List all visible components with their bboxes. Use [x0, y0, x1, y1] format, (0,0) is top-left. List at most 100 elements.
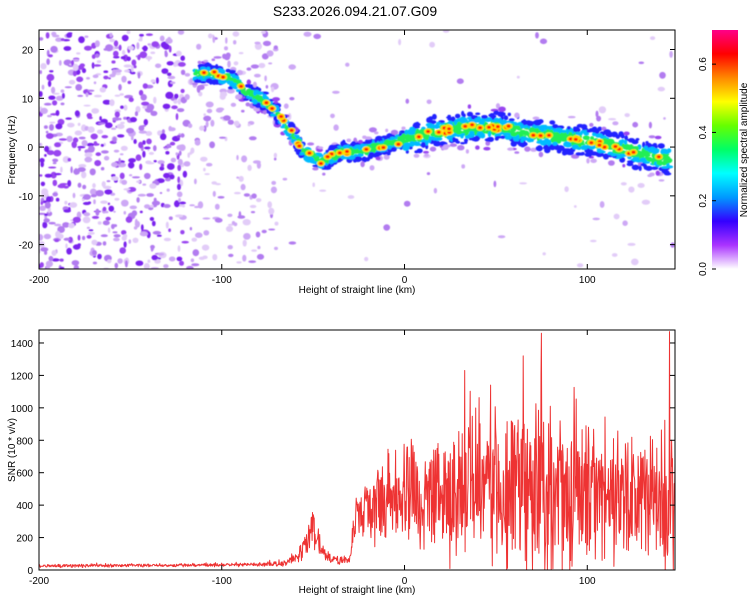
- ridge-speck: [515, 135, 520, 142]
- colorbar-tick-label: 0.2: [698, 193, 709, 207]
- noise-speck: [267, 201, 273, 209]
- noise-speck: [135, 154, 142, 161]
- ridge-speck: [589, 122, 594, 127]
- ridge-speck: [404, 129, 408, 135]
- noise-speck: [165, 221, 169, 229]
- noise-speck: [219, 93, 226, 100]
- spectrogram-x-tick-label: -100: [212, 275, 232, 286]
- ridge-speck: [254, 102, 262, 109]
- noise-speck: [270, 186, 277, 194]
- spectrogram-y-tick-label: -10: [19, 192, 34, 203]
- noise-speck: [142, 150, 146, 158]
- noise-speck: [39, 174, 43, 177]
- ridge-speck: [460, 134, 464, 139]
- noise-speck: [237, 215, 246, 219]
- noise-speck: [46, 58, 50, 65]
- ridge-speck: [413, 122, 421, 127]
- noise-speck: [178, 198, 181, 203]
- noise-speck: [85, 92, 89, 98]
- ridge-speck: [468, 137, 474, 141]
- noise-speck: [210, 119, 215, 127]
- noise-speck: [84, 45, 92, 51]
- ridge-speck: [314, 158, 321, 162]
- ridge-speck: [256, 91, 262, 95]
- ridge-speck: [252, 99, 258, 105]
- noise-speck: [112, 69, 117, 77]
- noise-speck: [121, 75, 127, 83]
- noise-speck: [180, 133, 185, 138]
- noise-speck: [161, 68, 169, 74]
- noise-speck: [130, 65, 134, 73]
- noise-speck: [146, 193, 154, 197]
- ridge-speck: [328, 159, 335, 164]
- ridge-speck: [375, 156, 381, 161]
- noise-speck: [123, 188, 131, 191]
- noise-speck: [63, 237, 71, 241]
- noise-speck: [109, 99, 115, 107]
- noise-speck: [234, 191, 241, 195]
- noise-speck: [121, 50, 126, 55]
- noise-speck: [40, 161, 44, 168]
- noise-speck: [139, 33, 144, 37]
- ridge-speck: [379, 140, 384, 144]
- ridge-speck: [197, 60, 202, 65]
- noise-speck: [398, 38, 402, 46]
- ridge-speck: [368, 151, 375, 158]
- noise-speck: [78, 147, 81, 151]
- ridge-speck: [428, 120, 437, 125]
- ridge-speck: [652, 143, 658, 147]
- ridge-speck: [191, 82, 198, 86]
- ridge-speck: [197, 84, 205, 90]
- noise-speck: [155, 63, 162, 69]
- noise-speck: [133, 139, 137, 144]
- noise-speck: [55, 37, 63, 42]
- ridge-speck: [483, 146, 491, 151]
- noise-speck: [40, 247, 49, 252]
- noise-speck: [168, 127, 176, 132]
- noise-speck: [157, 252, 165, 256]
- noise-speck: [114, 197, 120, 201]
- ridge-speck: [467, 104, 472, 109]
- ridge-speck: [655, 170, 660, 176]
- noise-speck: [170, 157, 177, 163]
- hot-spot-core: [478, 126, 483, 130]
- ridge-speck: [464, 138, 468, 143]
- ridge-speck: [466, 111, 474, 117]
- noise-speck: [83, 104, 91, 107]
- noise-speck: [76, 52, 81, 55]
- noise-speck: [55, 110, 60, 116]
- noise-speck: [191, 263, 200, 267]
- ridge-speck: [337, 158, 342, 163]
- ridge-speck: [644, 155, 649, 160]
- noise-speck: [595, 110, 599, 118]
- noise-speck: [173, 99, 178, 104]
- noise-speck: [227, 245, 233, 250]
- ridge-speck: [645, 165, 653, 171]
- noise-speck: [178, 150, 182, 156]
- hot-spot-core: [364, 147, 369, 151]
- ridge-speck: [360, 161, 365, 168]
- noise-speck: [120, 105, 124, 109]
- noise-speck: [161, 129, 165, 134]
- ridge-speck: [292, 136, 296, 140]
- noise-speck: [620, 182, 627, 186]
- noise-speck: [102, 241, 107, 246]
- ridge-speck: [235, 94, 243, 100]
- noise-speck: [83, 194, 91, 200]
- noise-speck: [114, 72, 122, 76]
- noise-speck: [51, 31, 57, 36]
- ridge-speck: [560, 129, 567, 133]
- noise-speck: [153, 96, 157, 104]
- ridge-speck: [462, 113, 466, 118]
- hot-spot-core: [307, 151, 312, 155]
- noise-speck: [135, 260, 144, 266]
- noise-speck: [138, 125, 145, 132]
- noise-speck: [240, 183, 246, 191]
- noise-speck: [149, 217, 155, 221]
- noise-speck: [107, 227, 111, 233]
- noise-speck: [47, 80, 52, 87]
- noise-speck: [144, 146, 151, 150]
- noise-speck: [180, 88, 185, 94]
- noise-speck: [146, 103, 155, 111]
